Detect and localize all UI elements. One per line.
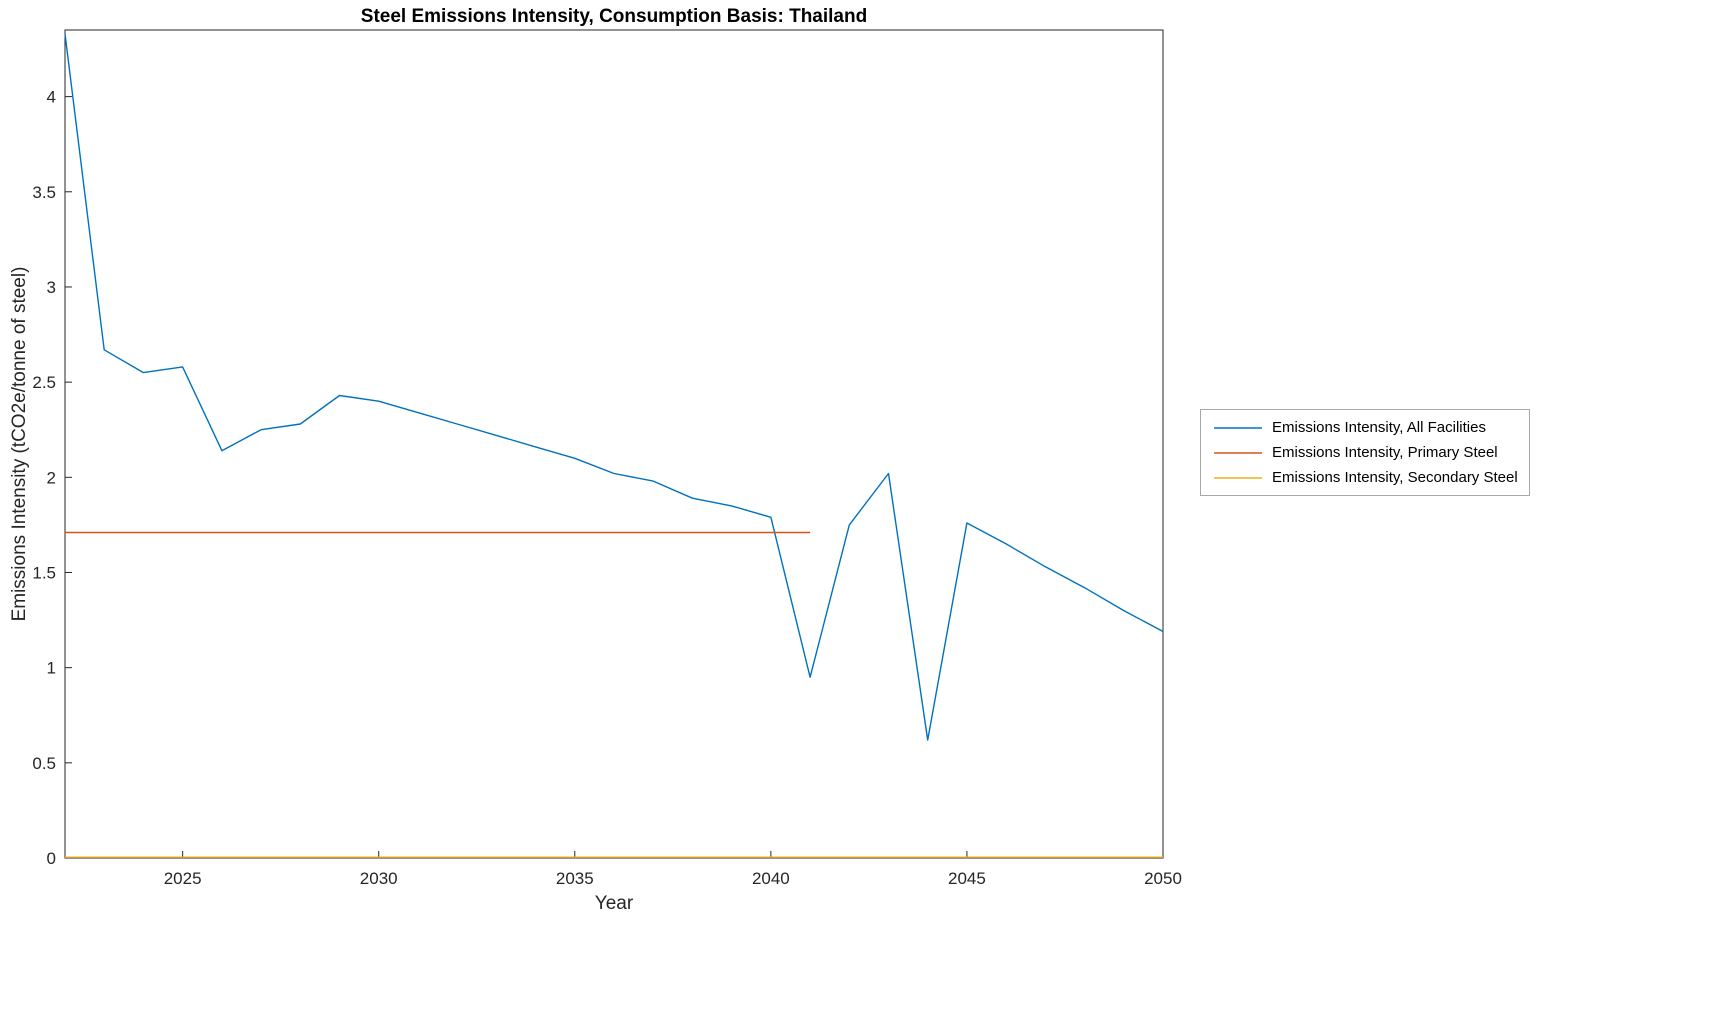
y-tick-label: 0	[47, 849, 56, 868]
legend: Emissions Intensity, All Facilities Emis…	[1200, 409, 1530, 496]
x-tick-label: 2045	[948, 869, 986, 888]
legend-label: Emissions Intensity, Secondary Steel	[1272, 469, 1518, 486]
legend-label: Emissions Intensity, Primary Steel	[1272, 444, 1498, 461]
y-tick-label: 2	[47, 468, 56, 487]
x-tick-label: 2040	[752, 869, 790, 888]
x-tick-label: 2050	[1144, 869, 1182, 888]
y-tick-label: 1	[47, 659, 56, 678]
y-tick-label: 3.5	[32, 183, 56, 202]
y-tick-label: 0.5	[32, 754, 56, 773]
x-tick-label: 2030	[360, 869, 398, 888]
legend-line-sample	[1214, 451, 1262, 454]
y-tick-label: 3	[47, 278, 56, 297]
x-tick-label: 2025	[164, 869, 202, 888]
legend-line-sample	[1214, 476, 1262, 479]
x-tick-label: 2035	[556, 869, 594, 888]
y-tick-label: 1.5	[32, 563, 56, 582]
legend-label: Emissions Intensity, All Facilities	[1272, 419, 1486, 436]
plot-box	[64, 29, 1164, 859]
legend-line-sample	[1214, 426, 1262, 429]
y-tick-label: 2.5	[32, 373, 56, 392]
series-line-0	[64, 33, 1164, 741]
legend-item-all-facilities: Emissions Intensity, All Facilities	[1212, 419, 1518, 436]
y-axis-label: Emissions Intensity (tCO2e/tonne of stee…	[9, 266, 30, 622]
x-axis-label: Year	[594, 893, 634, 914]
chart-title: Steel Emissions Intensity, Consumption B…	[360, 6, 868, 27]
legend-item-primary-steel: Emissions Intensity, Primary Steel	[1212, 444, 1518, 461]
y-tick-label: 4	[47, 88, 56, 107]
legend-item-secondary-steel: Emissions Intensity, Secondary Steel	[1212, 469, 1518, 486]
